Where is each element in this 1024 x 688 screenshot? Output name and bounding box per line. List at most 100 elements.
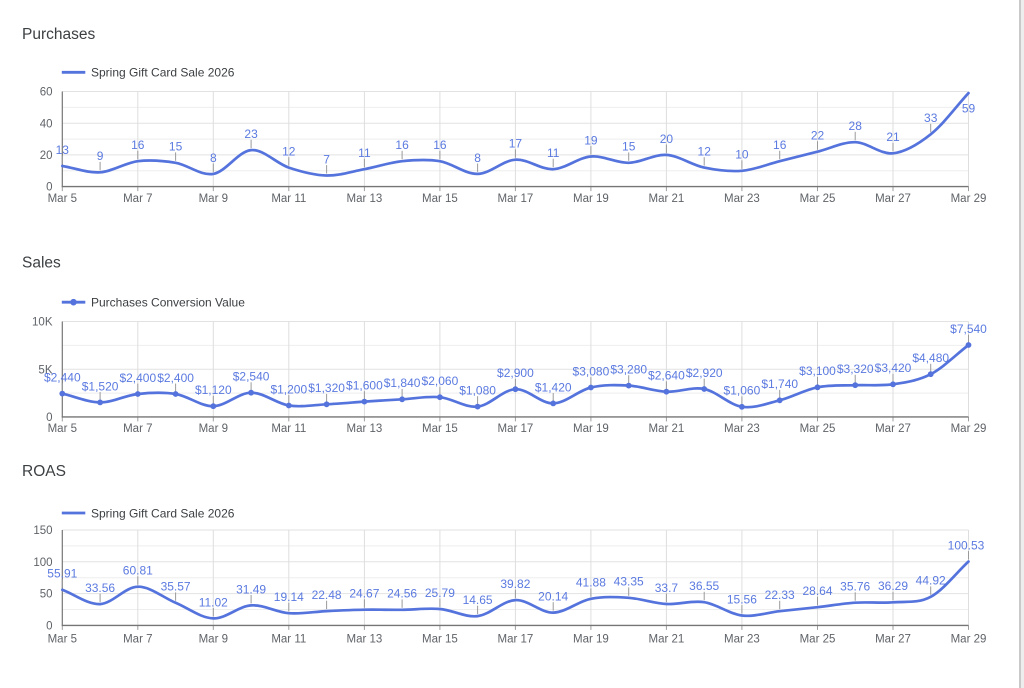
svg-text:$2,060: $2,060	[422, 374, 459, 388]
svg-text:Mar 29: Mar 29	[951, 423, 987, 435]
svg-text:Mar 5: Mar 5	[48, 193, 77, 205]
svg-text:11.02: 11.02	[199, 595, 228, 609]
svg-text:Mar 25: Mar 25	[800, 193, 836, 205]
svg-text:$3,100: $3,100	[799, 364, 836, 378]
svg-text:$1,060: $1,060	[724, 384, 761, 398]
svg-text:$1,600: $1,600	[346, 379, 383, 393]
svg-text:$2,540: $2,540	[233, 370, 270, 384]
svg-text:Mar 9: Mar 9	[199, 423, 228, 435]
svg-text:$2,640: $2,640	[648, 369, 685, 383]
svg-text:60: 60	[40, 87, 53, 99]
svg-text:Mar 19: Mar 19	[573, 193, 609, 205]
svg-text:0: 0	[46, 621, 52, 633]
svg-text:59: 59	[962, 101, 976, 115]
svg-text:$2,920: $2,920	[686, 366, 723, 380]
svg-text:Mar 5: Mar 5	[48, 633, 77, 645]
svg-text:Mar 29: Mar 29	[951, 193, 987, 205]
svg-text:$1,740: $1,740	[761, 377, 798, 391]
svg-text:$2,440: $2,440	[44, 371, 81, 385]
svg-text:Mar 25: Mar 25	[800, 633, 836, 645]
svg-text:$1,320: $1,320	[308, 381, 345, 395]
svg-text:Mar 5: Mar 5	[48, 423, 77, 435]
svg-text:Mar 19: Mar 19	[573, 423, 609, 435]
svg-text:0: 0	[46, 182, 52, 194]
svg-text:9: 9	[97, 149, 104, 163]
svg-text:15: 15	[169, 140, 183, 154]
svg-text:Mar 19: Mar 19	[573, 633, 609, 645]
svg-text:$1,120: $1,120	[195, 383, 232, 397]
svg-text:43.35: 43.35	[614, 575, 644, 589]
svg-text:11: 11	[547, 146, 560, 160]
svg-text:35.76: 35.76	[840, 580, 870, 594]
svg-text:$1,520: $1,520	[82, 379, 119, 393]
svg-text:19: 19	[584, 133, 598, 147]
svg-text:19.14: 19.14	[274, 590, 304, 604]
svg-text:$1,420: $1,420	[535, 380, 572, 394]
svg-text:16: 16	[395, 138, 409, 152]
svg-text:Mar 27: Mar 27	[875, 633, 911, 645]
svg-text:8: 8	[474, 151, 481, 165]
svg-text:0: 0	[46, 412, 52, 424]
svg-text:22.48: 22.48	[312, 588, 342, 602]
svg-text:44.92: 44.92	[916, 574, 946, 588]
svg-text:Mar 15: Mar 15	[422, 423, 458, 435]
svg-text:Sales: Sales	[22, 254, 61, 271]
svg-text:Mar 17: Mar 17	[498, 633, 534, 645]
svg-text:16: 16	[773, 138, 787, 152]
svg-text:$2,400: $2,400	[157, 371, 194, 385]
svg-text:Mar 23: Mar 23	[724, 193, 760, 205]
svg-text:17: 17	[509, 137, 523, 151]
svg-text:Mar 17: Mar 17	[498, 423, 534, 435]
svg-text:$3,420: $3,420	[875, 361, 912, 375]
svg-text:20: 20	[40, 150, 53, 162]
svg-text:Purchases: Purchases	[22, 26, 95, 43]
svg-text:$4,480: $4,480	[912, 351, 949, 365]
svg-text:Mar 15: Mar 15	[422, 193, 458, 205]
svg-text:12: 12	[282, 145, 296, 159]
svg-text:36.29: 36.29	[878, 579, 908, 593]
svg-text:Mar 7: Mar 7	[123, 423, 152, 435]
svg-text:20.14: 20.14	[538, 590, 568, 604]
svg-text:Mar 13: Mar 13	[347, 633, 383, 645]
svg-text:Mar 11: Mar 11	[271, 193, 306, 205]
svg-text:33.7: 33.7	[655, 581, 679, 595]
svg-text:31.49: 31.49	[236, 582, 266, 596]
svg-text:Mar 13: Mar 13	[347, 423, 383, 435]
svg-text:33.56: 33.56	[85, 581, 115, 595]
svg-text:Mar 15: Mar 15	[422, 633, 458, 645]
svg-text:24.67: 24.67	[349, 587, 379, 601]
svg-text:5K: 5K	[38, 364, 52, 376]
svg-text:7: 7	[323, 152, 330, 166]
svg-text:Mar 13: Mar 13	[347, 193, 383, 205]
svg-text:24.56: 24.56	[387, 587, 417, 601]
svg-text:$1,080: $1,080	[459, 384, 496, 398]
svg-text:Spring Gift Card Sale 2026: Spring Gift Card Sale 2026	[91, 506, 235, 520]
svg-text:10: 10	[735, 148, 749, 162]
svg-text:14.65: 14.65	[463, 593, 493, 607]
svg-text:Mar 11: Mar 11	[271, 633, 306, 645]
svg-text:50: 50	[40, 589, 53, 601]
svg-text:Purchases Conversion Value: Purchases Conversion Value	[91, 296, 245, 310]
svg-text:Mar 9: Mar 9	[199, 633, 228, 645]
svg-text:12: 12	[698, 145, 712, 159]
svg-text:25.79: 25.79	[425, 586, 455, 600]
svg-text:16: 16	[433, 138, 447, 152]
svg-text:41.88: 41.88	[576, 576, 606, 590]
svg-text:Mar 17: Mar 17	[498, 193, 534, 205]
svg-text:$1,200: $1,200	[270, 382, 307, 396]
svg-text:$2,400: $2,400	[119, 371, 156, 385]
svg-text:22.33: 22.33	[765, 588, 795, 602]
svg-text:39.82: 39.82	[500, 577, 530, 591]
svg-text:Mar 9: Mar 9	[199, 193, 228, 205]
svg-text:Mar 29: Mar 29	[951, 633, 987, 645]
svg-text:36.55: 36.55	[689, 579, 719, 593]
svg-text:$3,320: $3,320	[837, 362, 874, 376]
svg-text:8: 8	[210, 151, 217, 165]
svg-text:28.64: 28.64	[802, 584, 832, 598]
svg-text:$1,840: $1,840	[384, 376, 421, 390]
svg-text:$3,080: $3,080	[573, 364, 610, 378]
svg-text:13: 13	[56, 143, 70, 157]
svg-text:Mar 27: Mar 27	[875, 193, 911, 205]
svg-text:Mar 11: Mar 11	[271, 423, 306, 435]
svg-text:Mar 7: Mar 7	[123, 193, 152, 205]
